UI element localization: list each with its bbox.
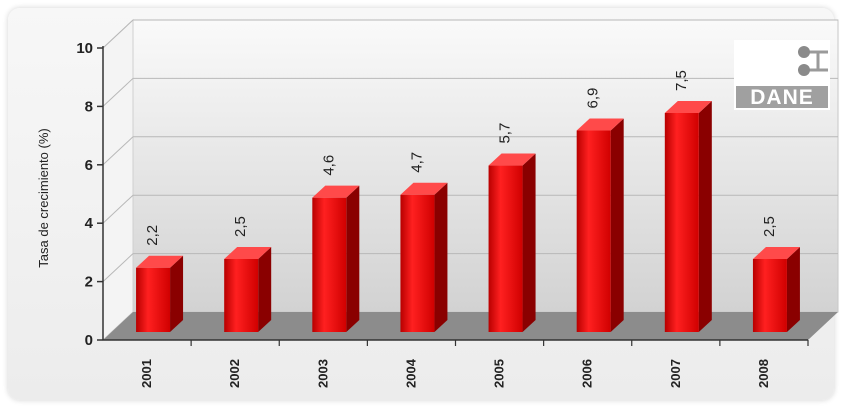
labels: 2001 2,2 2002 2,5 2003 4,6 2004 4,7 2005 5,7 2006 6… xyxy=(139,70,778,388)
bar-top xyxy=(488,153,536,166)
bar-2006 xyxy=(576,130,611,332)
gridline-depth xyxy=(102,194,134,224)
bar-side xyxy=(786,247,800,332)
floor xyxy=(103,312,838,340)
x-tick-label: 2003 xyxy=(315,359,330,388)
data-label: 4,6 xyxy=(320,155,337,176)
bar-side xyxy=(170,255,184,332)
bar-side xyxy=(258,247,272,332)
dane-logo: DANE xyxy=(734,40,830,110)
logo-text: DANE xyxy=(750,86,814,109)
bar-2004 xyxy=(400,194,435,332)
bar-top xyxy=(312,185,360,198)
bar-side xyxy=(698,101,712,332)
y-tick-label: 8 xyxy=(85,98,93,115)
gridline-depth xyxy=(102,19,134,49)
y-tick-label: 6 xyxy=(85,157,93,174)
grid-lines xyxy=(102,19,838,282)
bar-top xyxy=(576,118,624,131)
x-tick-label: 2008 xyxy=(756,359,771,388)
gridline-depth xyxy=(102,253,134,282)
bar-2005 xyxy=(488,165,523,332)
side-wall xyxy=(102,18,134,342)
bar-top xyxy=(664,101,712,113)
data-label: 2,5 xyxy=(761,216,778,237)
bar-side xyxy=(434,182,448,332)
bar-side xyxy=(610,118,624,333)
bar-2007 xyxy=(664,113,699,332)
gridline-depth xyxy=(102,78,134,107)
x-tick-label: 2004 xyxy=(403,358,418,388)
bar-2003 xyxy=(312,197,347,332)
x-tick-label: 2002 xyxy=(227,359,242,388)
y-tick-label: 4 xyxy=(85,215,94,232)
bar-2008 xyxy=(752,259,787,332)
bars xyxy=(136,101,800,333)
y-axis-label: Tasa de crecimiento (%) xyxy=(36,128,51,267)
logo-mark: DANE xyxy=(734,40,830,110)
bar-top xyxy=(136,255,184,268)
x-tick-label: 2001 xyxy=(139,359,154,388)
plot-background xyxy=(102,18,839,342)
bar-side xyxy=(522,153,536,332)
data-label: 5,7 xyxy=(497,123,514,144)
data-label: 4,7 xyxy=(408,152,425,173)
x-tick-label: 2007 xyxy=(668,359,683,388)
data-label: 2,5 xyxy=(232,216,249,237)
bar-side xyxy=(346,185,360,332)
bar-top xyxy=(224,247,272,259)
y-tick-label: 0 xyxy=(85,332,93,349)
bar-2001 xyxy=(136,267,171,332)
x-tick-label: 2005 xyxy=(492,359,507,388)
gridline-depth xyxy=(102,136,134,166)
y-tick-label: 10 xyxy=(76,40,93,57)
bar-top xyxy=(400,182,448,195)
x-tick-label: 2006 xyxy=(580,359,595,388)
bar-2002 xyxy=(224,259,259,332)
data-label: 6,9 xyxy=(585,88,602,109)
axes: 0 2 4 6 8 10 xyxy=(76,40,809,349)
data-label: 2,2 xyxy=(144,225,161,246)
y-tick-label: 2 xyxy=(85,274,93,291)
data-label: 7,5 xyxy=(673,70,690,91)
bar-top xyxy=(752,247,800,259)
